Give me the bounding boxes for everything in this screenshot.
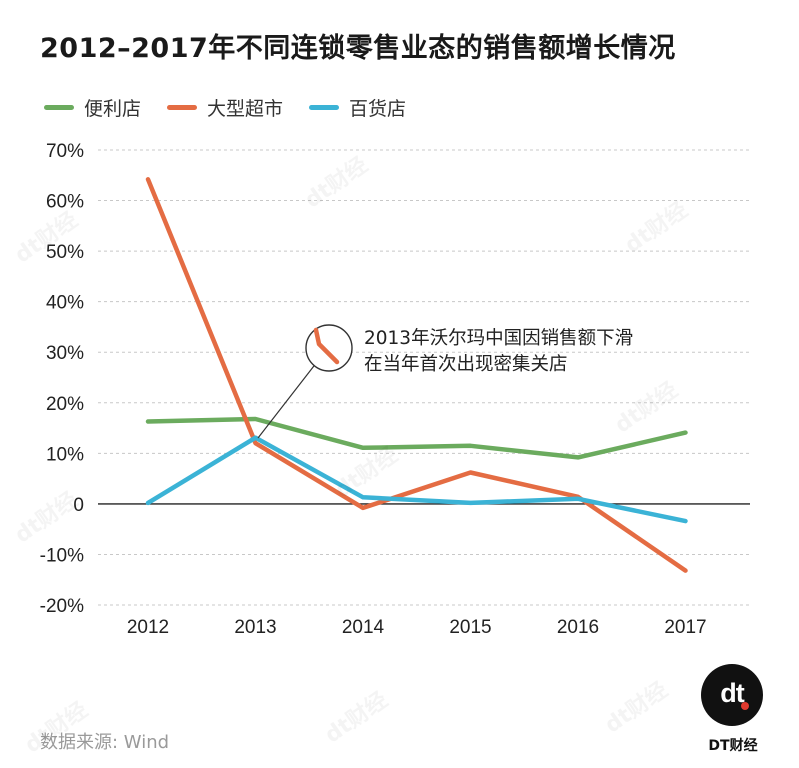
legend-swatch-convenience (44, 105, 74, 110)
y-tick-label: 40% (46, 293, 84, 314)
legend-swatch-hypermarket (167, 105, 198, 110)
y-tick-label: 30% (46, 343, 84, 364)
brand-logo: dt (701, 664, 763, 726)
series-line-department (145, 435, 688, 524)
chart-title: 2012–2017年不同连锁零售业态的销售额增长情况 (40, 33, 676, 64)
brand-logo-mark: dt (720, 677, 745, 708)
chart-legend: 便利店 大型超市 百货店 (44, 94, 406, 121)
callout-text-line1: 2013年沃尔玛中国因销售额下滑 (364, 328, 633, 349)
x-tick-label: 2015 (449, 617, 491, 638)
y-tick-label: 20% (46, 394, 84, 415)
data-source-note: 数据来源: Wind (40, 732, 170, 753)
series-line-convenience (145, 416, 688, 460)
legend-swatch-department (309, 105, 340, 110)
brand-name: DT财经 (708, 738, 758, 754)
y-tick-label: -10% (40, 545, 84, 566)
brand-logo-dot (741, 702, 749, 710)
x-tick-label: 2013 (234, 617, 276, 638)
legend-item-hypermarket: 大型超市 (167, 94, 283, 121)
legend-item-department: 百货店 (309, 94, 406, 121)
y-tick-label: 0 (73, 495, 84, 516)
callout-leader-line (257, 361, 318, 439)
x-tick-label: 2017 (664, 617, 706, 638)
line-chart: -20% -10% 0 10% 20% 30% 40% 50% 60% 70% 2012 2013 20… (40, 141, 750, 638)
legend-label-hypermarket: 大型超市 (207, 98, 284, 120)
legend-label-department: 百货店 (349, 98, 407, 120)
y-tick-label: 50% (46, 242, 84, 263)
y-tick-label: 60% (46, 192, 84, 213)
callout-magnifier-circle (305, 324, 353, 372)
legend-label-convenience: 便利店 (84, 98, 142, 120)
callout-zoomed-segment (313, 327, 340, 365)
y-tick-label: -20% (40, 596, 84, 617)
callout-text-line2: 在当年首次出现密集关店 (364, 354, 568, 375)
series-line-hypermarket (145, 177, 688, 573)
y-tick-label: 70% (46, 141, 84, 162)
y-tick-label: 10% (46, 444, 84, 465)
x-tick-label: 2016 (557, 617, 599, 638)
x-tick-label: 2014 (342, 617, 385, 638)
x-tick-label: 2012 (127, 617, 169, 638)
legend-item-convenience: 便利店 (44, 94, 141, 121)
